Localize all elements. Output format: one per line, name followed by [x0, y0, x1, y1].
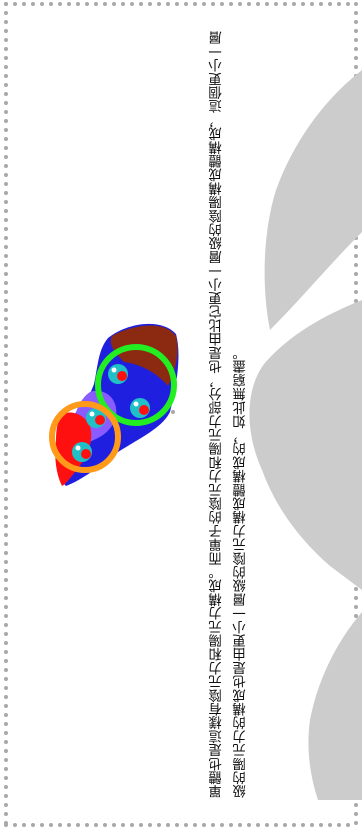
yin-yang-cluster-illustration — [49, 323, 179, 486]
body-text-block: 單體也是這樣有陰元力和陽元力構成。而單子的陰元力和陽元力部分，也是由比它更小一層… — [206, 22, 290, 798]
node-right — [130, 398, 150, 418]
node-top — [108, 364, 128, 384]
watermark-glyph — [249, 70, 362, 800]
watermark-stroke-upper — [264, 70, 362, 330]
node-bottom — [72, 442, 92, 462]
orange-ring — [49, 401, 121, 473]
node-middle — [86, 408, 106, 428]
watermark-stroke-lower — [308, 612, 362, 800]
body-paragraph: 單體也是這樣有陰元力和陽元力構成。而單子的陰元力和陽元力部分，也是由比它更小一層… — [210, 30, 249, 798]
shape-brown-lobe — [110, 325, 178, 386]
watermark-stroke-middle — [249, 300, 362, 590]
green-ring — [95, 344, 177, 426]
